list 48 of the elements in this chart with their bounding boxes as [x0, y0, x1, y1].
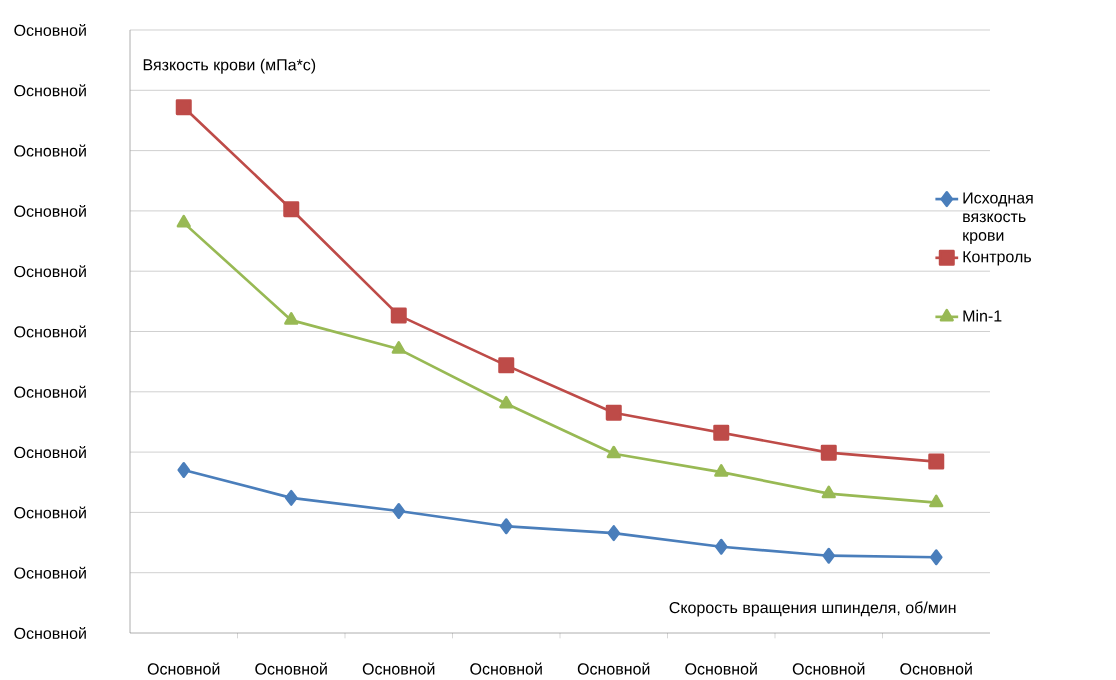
x-tick-label: Основной	[147, 662, 220, 675]
point	[714, 464, 729, 477]
text: Основной	[14, 144, 86, 157]
point	[498, 357, 515, 374]
point	[284, 312, 299, 325]
x-tick-label: Основной	[577, 662, 650, 675]
point	[821, 485, 836, 499]
text: Основной	[14, 84, 86, 97]
point	[284, 489, 298, 506]
y-axis-title: Вязкость крови (мПа*с)	[143, 58, 316, 74]
point	[176, 214, 191, 228]
point	[177, 462, 191, 479]
x-tick-label: Основной	[255, 662, 327, 675]
point	[822, 547, 836, 564]
text: Основной	[14, 204, 86, 217]
point	[392, 503, 406, 520]
text: Основной	[14, 446, 86, 459]
point	[390, 307, 407, 324]
point	[714, 538, 728, 555]
text: Основной	[14, 23, 86, 37]
text: Основной	[14, 566, 86, 579]
point	[607, 525, 621, 542]
point	[391, 341, 406, 354]
text: Основной	[14, 385, 86, 398]
x-tick-label: Основной	[362, 662, 435, 675]
x-tick-label: Основной	[685, 662, 757, 675]
point	[928, 453, 945, 470]
legend-label: Min-1	[963, 309, 1002, 322]
point	[499, 518, 513, 535]
point	[929, 494, 944, 508]
point	[820, 444, 837, 461]
point	[605, 404, 622, 421]
text: Основной	[14, 265, 86, 278]
point	[175, 99, 192, 116]
x-axis-title: Скорость вращения шпинделя, об/мин	[669, 601, 956, 617]
point	[929, 549, 943, 566]
point	[283, 201, 300, 218]
x-tick-label: Основной	[900, 662, 972, 675]
x-tick-label: Основной	[470, 662, 542, 675]
legend-label: Контроль	[963, 251, 1032, 266]
text: Основной	[14, 627, 86, 640]
x-tick-label: Основной	[792, 662, 865, 675]
point	[499, 395, 514, 409]
point	[713, 424, 730, 441]
text: Основной	[14, 506, 86, 519]
point	[606, 445, 621, 459]
text: Основной	[14, 325, 86, 338]
legend-label: Исходная вязкость крови	[963, 192, 1033, 245]
